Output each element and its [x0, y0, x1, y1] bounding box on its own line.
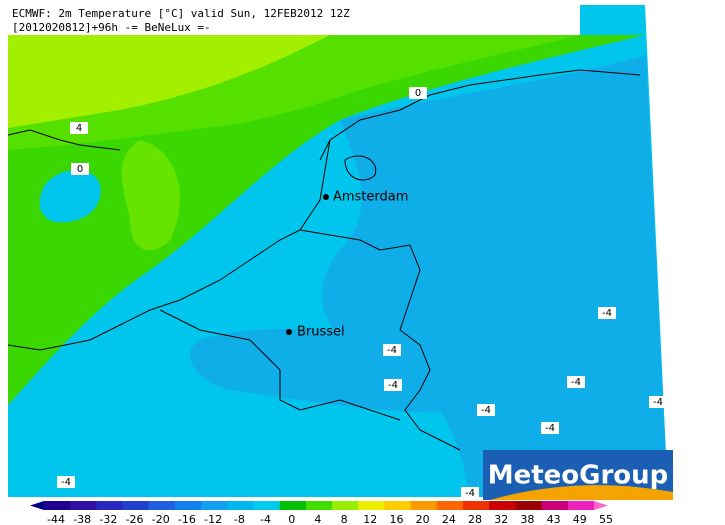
contour-label: -4 [61, 477, 71, 488]
colorbar-tick-label: 49 [573, 513, 587, 525]
header-line: ECMWF: 2m Temperature [°C] valid Sun, 12… [12, 7, 350, 20]
colorbar-segment [201, 501, 228, 510]
contour-label: -4 [481, 405, 491, 416]
header-box [8, 5, 580, 35]
colorbar-segment [148, 501, 176, 510]
contour-label: -4 [387, 345, 397, 356]
colorbar-tick-label: -8 [234, 513, 245, 525]
contour-label: 0 [415, 88, 421, 99]
colorbar-segment [96, 501, 124, 510]
colorbar-tick-label: 43 [547, 513, 561, 525]
colorbar-tick-label: -44 [47, 513, 65, 525]
coastline [7, 69, 641, 451]
colorbar-tick-label: -38 [73, 513, 91, 525]
colorbar-tick-label: 16 [389, 513, 403, 525]
contour-label-box [567, 376, 585, 388]
colorbar-tick-label: 24 [442, 513, 456, 525]
contour-label-box [598, 307, 616, 319]
colorbar-tick-label: -4 [260, 513, 271, 525]
colorbar-tick-label: 38 [520, 513, 534, 525]
contour-label-box [649, 396, 667, 408]
colorbar-segment [122, 501, 150, 510]
colorbar-segment [279, 501, 307, 510]
colorbar-tick-label: 4 [314, 513, 321, 525]
contour-label-box [71, 163, 89, 175]
colorbar-segment [70, 501, 97, 510]
contour-label-box [541, 422, 559, 434]
colorbar-segment [436, 501, 464, 510]
colorbar-segment [174, 501, 202, 510]
colorbar-segment [384, 501, 412, 510]
colorbar-tick-label: -16 [178, 513, 196, 525]
contour-label: -4 [545, 423, 555, 434]
colorbar-tick-label: 8 [341, 513, 348, 525]
contour-label-box [409, 87, 427, 99]
contour-label: -4 [388, 380, 398, 391]
logo-swoosh [490, 485, 673, 500]
colorbar-tick-label: 28 [468, 513, 482, 525]
colorbar-segment [332, 501, 359, 510]
city-label: Brussel [297, 325, 345, 340]
contour-label-box [477, 404, 495, 416]
contour-label: 4 [76, 123, 82, 134]
colorbar-segment [227, 501, 255, 510]
city-marker [286, 329, 292, 335]
logo-text: MeteoGroup [488, 461, 669, 491]
contour-label-box [70, 122, 88, 134]
contour-label: -4 [602, 308, 612, 319]
contour-label-box [383, 344, 401, 356]
colorbar-segment [253, 501, 281, 510]
cold-region [39, 170, 101, 223]
colorbar-tick-label: -32 [99, 513, 117, 525]
warm-region [8, 35, 330, 128]
contour-label-box [384, 379, 402, 391]
colorbar-end [30, 501, 44, 510]
contour-label-box [461, 487, 479, 499]
colorbar-tick-label: 12 [363, 513, 377, 525]
colorbar-tick-label: 0 [288, 513, 295, 525]
colorbar-end [594, 501, 608, 510]
city-label: Amsterdam [333, 190, 408, 205]
colorbar-tick-label: 32 [494, 513, 508, 525]
contour-label: -4 [465, 488, 475, 499]
contour-label: -4 [653, 397, 663, 408]
colorbar-tick-label: 55 [599, 513, 613, 525]
colorbar-segment [567, 501, 595, 510]
colorbar-segment [44, 501, 71, 510]
header-line: [2012020812]+96h -= BeNeLux =- [12, 21, 211, 34]
mild-region [121, 140, 180, 251]
colorbar-tick-label: -26 [126, 513, 144, 525]
contour-label-box [57, 476, 75, 488]
contour-label: -4 [571, 377, 581, 388]
colorbar-tick-label: -12 [204, 513, 222, 525]
colorbar-segment [410, 501, 438, 510]
colorbar-segment [489, 501, 516, 510]
colorbar-segment [358, 501, 385, 510]
city-marker [323, 194, 329, 200]
colorbar-segment [305, 501, 333, 510]
colorbar-tick-label: -20 [152, 513, 170, 525]
colorbar-segment [515, 501, 543, 510]
colorbar-segment [463, 501, 490, 510]
colorbar-tick-label: 20 [416, 513, 430, 525]
contour-label: 0 [77, 164, 83, 175]
colorbar-segment [541, 501, 569, 510]
